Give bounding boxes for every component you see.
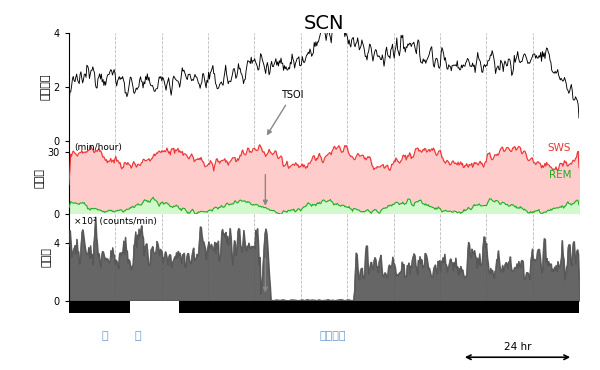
Y-axis label: 神経活動: 神経活動 [41, 74, 51, 100]
Text: ×10² (counts/min): ×10² (counts/min) [74, 217, 157, 226]
Text: (min/hour): (min/hour) [74, 143, 122, 152]
Y-axis label: 睡眠量: 睡眠量 [35, 168, 45, 188]
Bar [130, 300, 179, 313]
Text: 夜: 夜 [101, 331, 109, 341]
Text: TSOI: TSOI [268, 90, 303, 134]
Y-axis label: 行動量: 行動量 [41, 248, 51, 268]
Text: 昼: 昼 [134, 331, 142, 341]
Title: SCN: SCN [304, 14, 344, 33]
Text: REM: REM [549, 171, 571, 181]
Text: SWS: SWS [548, 143, 571, 153]
Text: 恒暗条件: 恒暗条件 [320, 331, 346, 341]
Text: 24 hr: 24 hr [504, 342, 531, 351]
